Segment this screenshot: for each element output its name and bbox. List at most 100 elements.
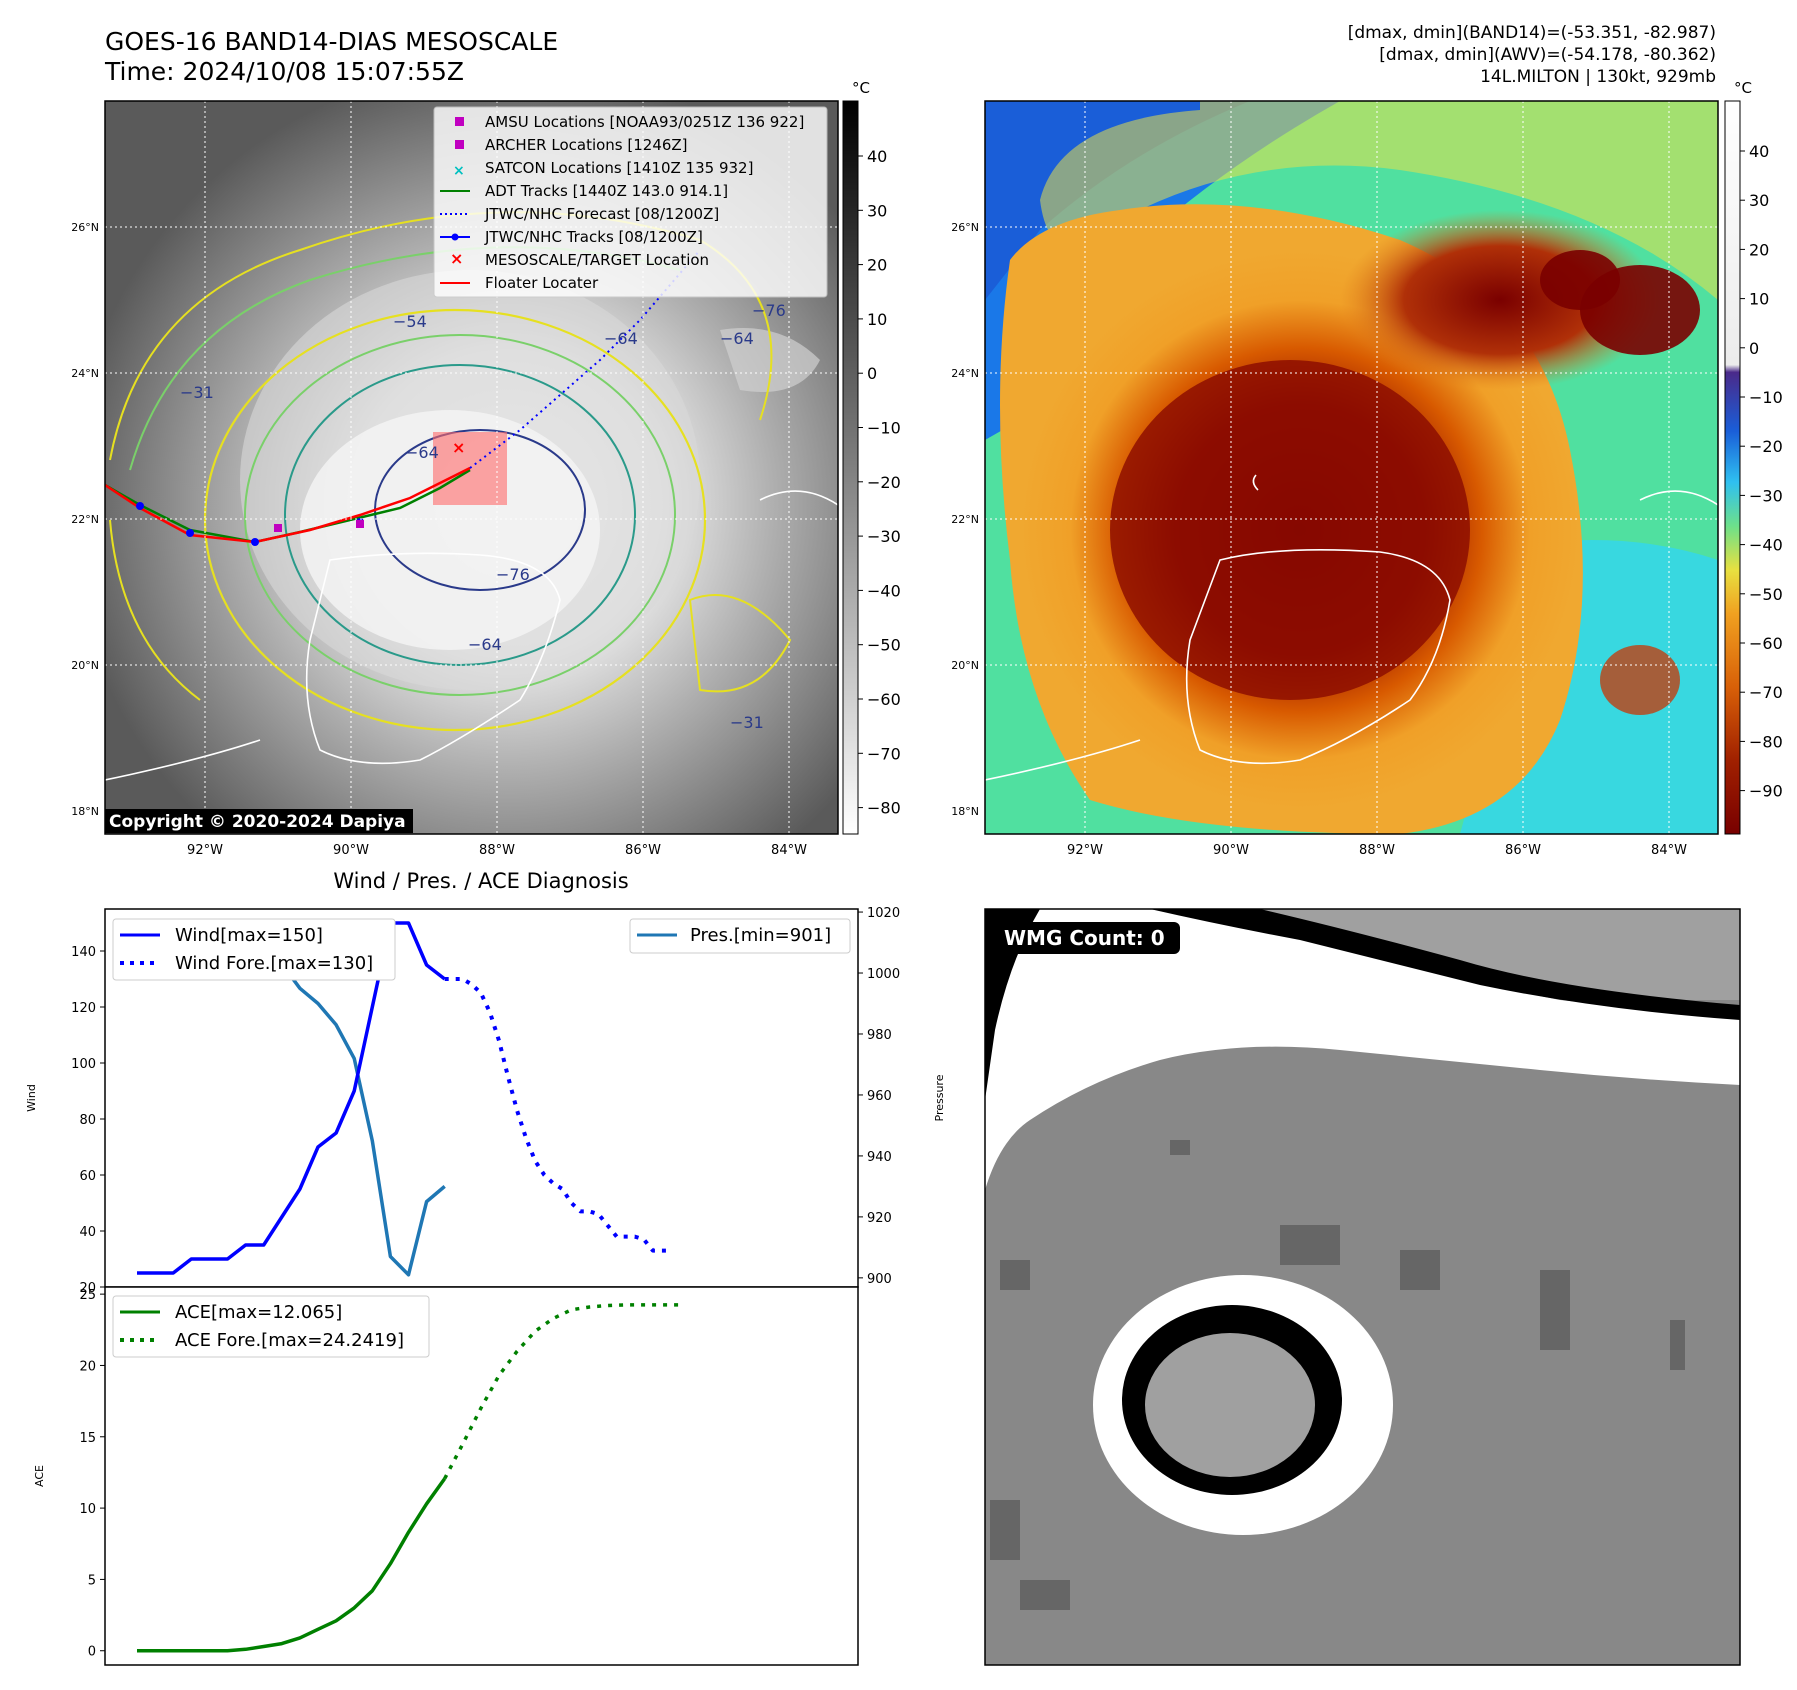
- pressure-tick-label: 920: [867, 1211, 892, 1226]
- colorbar-tick-label: −90: [1749, 782, 1783, 801]
- colorbar-tick-label: −80: [867, 799, 901, 818]
- colorbar-tick-label: 10: [867, 310, 887, 329]
- diagnosis-title: Wind / Pres. / ACE Diagnosis: [333, 869, 628, 893]
- color-map-frame: [984, 100, 1719, 835]
- lat-label: 18°N: [71, 805, 99, 818]
- wmg-panel: [985, 909, 1740, 1665]
- colorbar-tick-label: −10: [1749, 388, 1783, 407]
- lon-label: 88°W: [1359, 843, 1395, 858]
- ace-legend: ACE[max=12.065] ACE Fore.[max=24.2419]: [112, 1295, 430, 1358]
- info-line-3: 14L.MILTON | 130kt, 929mb: [1480, 67, 1716, 87]
- colorbar-tick-label: −10: [867, 419, 901, 438]
- contour-label: −64: [405, 443, 439, 462]
- pressure-legend: Pres.[min=901]: [629, 918, 851, 954]
- ace-tick-label: 25: [79, 1288, 96, 1303]
- contour-label: −31: [180, 383, 214, 402]
- contour-labels: −54 −64 −76 −64 −76 −64 −31 −31 −64: [180, 301, 786, 732]
- wind-tick-label: 80: [79, 1113, 96, 1128]
- ace-legend-label: ACE[max=12.065]: [175, 1302, 342, 1323]
- wind-fore-legend-label: Wind Fore.[max=130]: [175, 953, 373, 974]
- color-colorbar-unit: °C: [1734, 79, 1752, 97]
- archer-marker-icon: [455, 140, 464, 149]
- legend-item: ADT Tracks [1440Z 143.0 914.1]: [485, 182, 728, 200]
- wind-tick-label: 120: [71, 1001, 96, 1016]
- title-line-2: Time: 2024/10/08 15:07:55Z: [104, 57, 464, 86]
- svg-text:×: ×: [452, 438, 465, 457]
- colorbar-tick-label: −20: [1749, 437, 1783, 456]
- contour-label: −76: [496, 565, 530, 584]
- color-colorbar: [1724, 100, 1741, 835]
- pressure-tick-label: 1000: [867, 967, 900, 982]
- pressure-tick-label: 900: [867, 1272, 892, 1287]
- lon-label: 88°W: [479, 843, 515, 858]
- wind-tick-label: 100: [71, 1057, 96, 1072]
- lat-label: 22°N: [951, 513, 979, 526]
- colorbar-tick-label: 20: [867, 256, 887, 275]
- contour-label: −54: [393, 312, 427, 331]
- wind-forecast-line: [444, 977, 671, 1253]
- copyright-box: [105, 809, 413, 833]
- colorbar-tick-label: −50: [867, 636, 901, 655]
- legend-item: JTWC/NHC Forecast [08/1200Z]: [484, 205, 719, 223]
- lat-label: 24°N: [951, 367, 979, 380]
- wind-tick-label: 20: [79, 1281, 96, 1296]
- contour-label: −64: [604, 329, 638, 348]
- bw-colorbar-unit: °C: [852, 79, 870, 97]
- colorbar-tick-label: 0: [1749, 339, 1759, 358]
- wmg-frame: [984, 908, 1741, 1666]
- color-colorbar-ticks: 40 30 20 10 0 −10 −20 −30 −40 −50 −60 −70 −80 −90: [1740, 142, 1783, 801]
- wind-tick-label: 60: [79, 1169, 96, 1184]
- lat-label: 24°N: [71, 367, 99, 380]
- colorbar-tick-label: 20: [1749, 240, 1769, 259]
- satcon-marker-icon: ×: [453, 163, 465, 179]
- ace-line: [137, 1477, 447, 1653]
- lat-label: 26°N: [951, 221, 979, 234]
- wind-tick-label: 40: [79, 1225, 96, 1240]
- ace-chart: 0 5 10 15 20 25: [79, 1288, 680, 1660]
- ace-tick-label: 0: [88, 1645, 96, 1660]
- wind-tick-label: 140: [71, 945, 96, 960]
- colorbar-tick-label: −40: [1749, 536, 1783, 555]
- colorbar-tick-label: −70: [867, 744, 901, 763]
- info-line-2: [dmax, dmin](AWV)=(-54.178, -80.362): [1379, 45, 1716, 65]
- ace-axis-label: ACE: [33, 1465, 46, 1487]
- colorbar-tick-label: −60: [867, 690, 901, 709]
- contour-label: −76: [752, 301, 786, 320]
- lon-label: 86°W: [1505, 843, 1541, 858]
- ace-tick-label: 10: [79, 1502, 96, 1517]
- ace-tick-label: 20: [79, 1359, 96, 1374]
- pressure-tick-label: 980: [867, 1028, 892, 1043]
- colorbar-tick-label: −50: [1749, 585, 1783, 604]
- bw-map-frame: [104, 100, 839, 835]
- wind-axis-label: Wind: [25, 1084, 38, 1112]
- colorbar-tick-label: −20: [867, 473, 901, 492]
- contour-label: −31: [730, 713, 764, 732]
- color-map-grid: [985, 101, 1718, 834]
- pressure-tick-label: 960: [867, 1089, 892, 1104]
- lon-label: 90°W: [1213, 843, 1249, 858]
- lon-label: 90°W: [333, 843, 369, 858]
- info-line-1: [dmax, dmin](BAND14)=(-53.351, -82.987): [1348, 23, 1716, 43]
- lon-label: 84°W: [771, 843, 807, 858]
- lat-label: 26°N: [71, 221, 99, 234]
- colorbar-tick-label: 30: [867, 201, 887, 220]
- copyright-text: Copyright © 2020-2024 Dapiya: [109, 812, 406, 832]
- legend-item: ARCHER Locations [1246Z]: [485, 136, 688, 154]
- legend-item: MESOSCALE/TARGET Location: [485, 251, 709, 269]
- bw-map-axis-labels: 26°N 24°N 22°N 20°N 18°N 92°W 90°W 88°W 86°W 84°W: [71, 221, 807, 858]
- colorbar-tick-label: 0: [867, 364, 877, 383]
- track-dot-icon: [451, 233, 459, 241]
- bw-colorbar: [842, 100, 859, 835]
- pressure-tick-label: 940: [867, 1150, 892, 1165]
- colorbar-tick-label: 40: [867, 147, 887, 166]
- bw-colorbar-ticks: 40 30 20 10 0 −10 −20 −30 −40 −50 −60 −70 −80: [858, 147, 901, 818]
- colorbar-tick-label: 10: [1749, 290, 1769, 309]
- color-map-axis-labels: 26°N 24°N 22°N 20°N 18°N 92°W 90°W 88°W 86°W 84°W: [951, 221, 1687, 858]
- legend-item: JTWC/NHC Tracks [08/1200Z]: [484, 228, 703, 246]
- pressure-legend-label: Pres.[min=901]: [690, 925, 831, 946]
- ace-tick-label: 5: [88, 1573, 96, 1588]
- colorbar-tick-label: −30: [1749, 486, 1783, 505]
- lat-label: 22°N: [71, 513, 99, 526]
- colorbar-tick-label: 40: [1749, 142, 1769, 161]
